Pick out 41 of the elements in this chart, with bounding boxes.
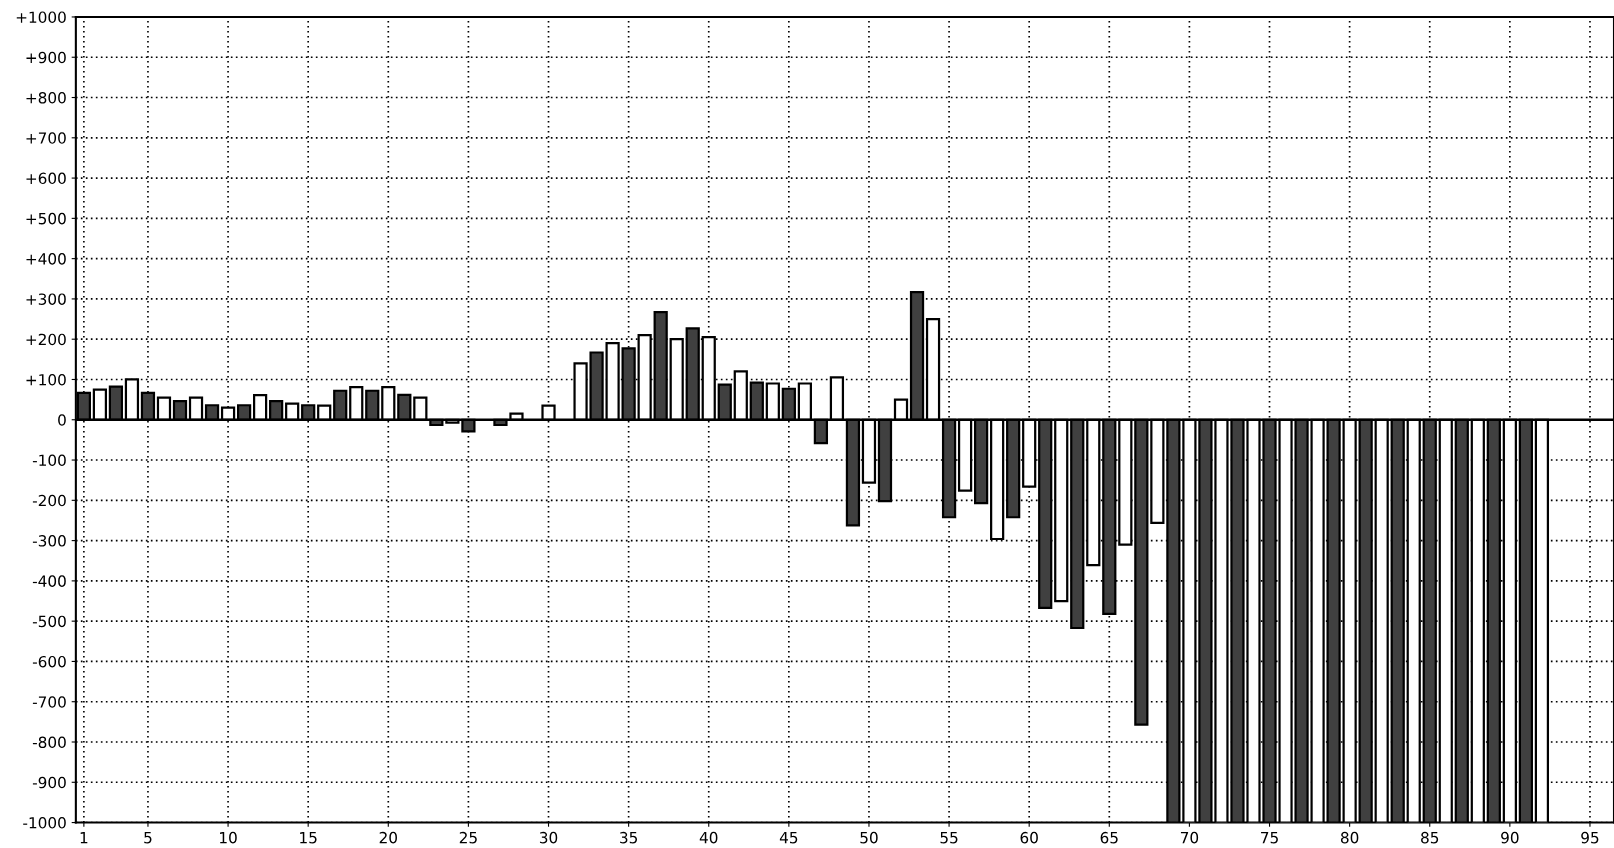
y-tick-label: +500 xyxy=(26,212,66,225)
x-tick-label: 20 xyxy=(379,831,397,844)
x-tick-label: 5 xyxy=(144,832,152,844)
x-tick-label: 80 xyxy=(1340,831,1359,844)
x-tick-label: 10 xyxy=(220,831,237,844)
x-tick-label: 15 xyxy=(300,832,317,844)
y-tick-label: -300 xyxy=(32,535,66,547)
x-tick-label: 25 xyxy=(459,831,477,844)
x-tick-label: 75 xyxy=(1261,832,1278,844)
y-tick-label: -400 xyxy=(32,575,66,587)
y-tick-label: +900 xyxy=(26,51,66,64)
y-tick-label: -200 xyxy=(32,494,66,507)
x-tick-label: 45 xyxy=(779,832,798,844)
x-tick-label: 40 xyxy=(699,831,718,844)
x-tick-label: 50 xyxy=(860,831,878,844)
x-tick-label: 65 xyxy=(1100,831,1118,844)
x-tick-label: 55 xyxy=(940,832,958,844)
x-tick-label: 35 xyxy=(620,831,638,844)
y-tick-label: +600 xyxy=(26,172,66,185)
y-tick-label: -800 xyxy=(32,736,66,749)
y-tick-label: +100 xyxy=(26,373,66,386)
y-tick-label: -1000 xyxy=(23,817,66,829)
y-tick-label: -700 xyxy=(32,696,66,708)
y-tick-label: +200 xyxy=(26,333,66,346)
x-tick-label: 95 xyxy=(1581,831,1599,844)
y-tick-label: -900 xyxy=(32,776,66,789)
x-tick-label: 70 xyxy=(1180,831,1199,844)
y-tick-label: -100 xyxy=(32,454,66,467)
y-tick-label: -500 xyxy=(32,615,66,628)
y-tick-label: +300 xyxy=(26,293,66,305)
y-tick-label: +700 xyxy=(26,132,66,144)
x-tick-label: 60 xyxy=(1020,831,1038,844)
x-tick-label: 30 xyxy=(539,831,558,844)
y-tick-label: +800 xyxy=(26,91,66,104)
x-tick-label: 90 xyxy=(1501,831,1519,844)
y-tick-label: +1000 xyxy=(16,11,66,23)
y-tick-label: +400 xyxy=(26,253,66,265)
y-tick-label: 0 xyxy=(58,414,66,426)
y-tick-label: -600 xyxy=(32,655,66,668)
x-tick-label: 85 xyxy=(1421,831,1439,844)
x-tick-label: 1 xyxy=(80,832,88,844)
